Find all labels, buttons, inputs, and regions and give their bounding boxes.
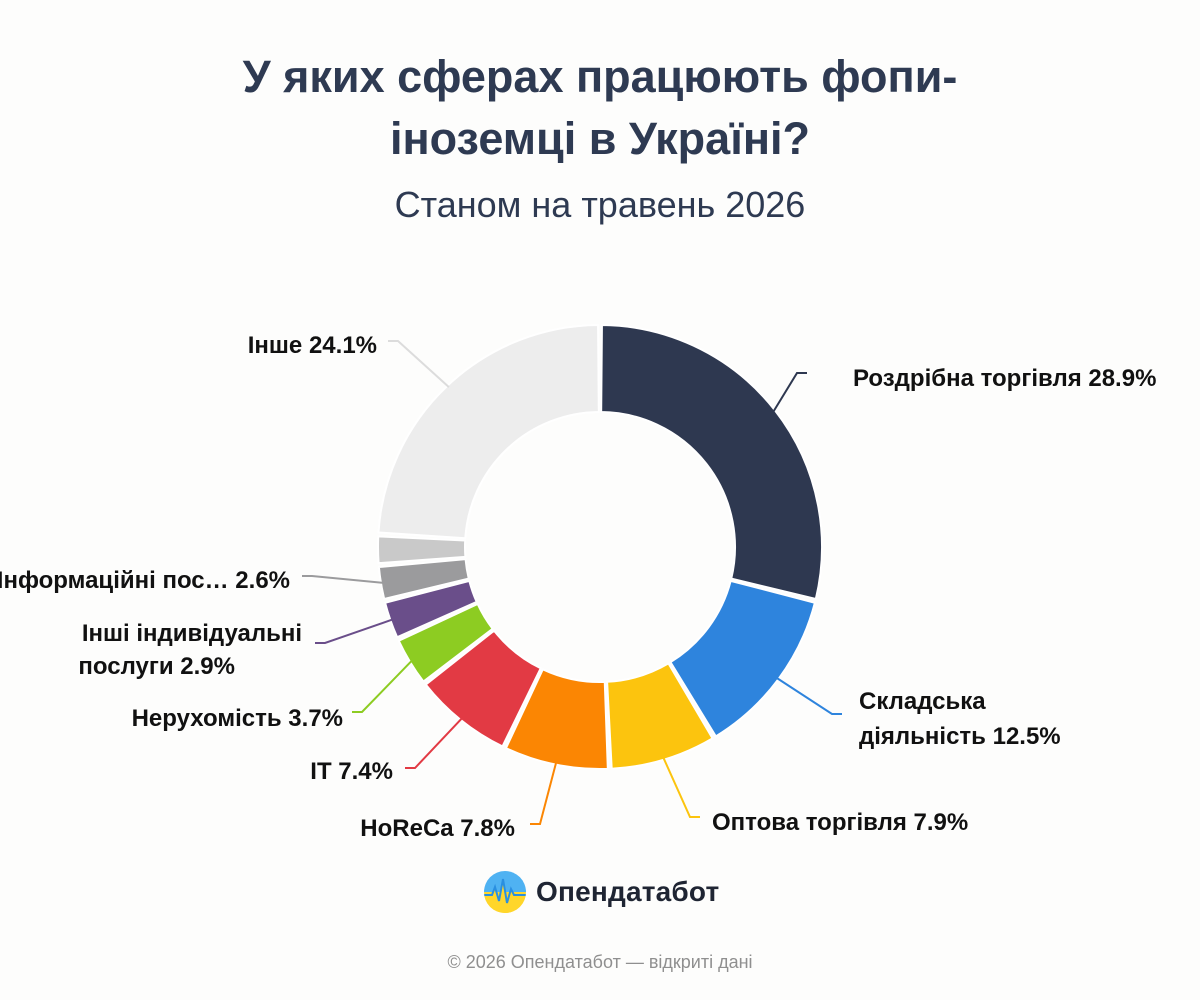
brand-logo: Опендатабот [482, 868, 719, 916]
donut-slices [377, 324, 823, 770]
chart-title-line-2: іноземці в Україні? [389, 113, 811, 164]
leader-line-2 [662, 757, 700, 818]
chart-title-line-1: У яких сферах працюють фопи- [242, 51, 958, 102]
brand-mark-icon [484, 871, 526, 913]
slice-label-0: Роздрібна торгівля 28.9% [853, 365, 1156, 392]
donut-slice-3 [504, 668, 609, 770]
slice-labels: Роздрібна торгівля 28.9% Складська діяльні… [0, 332, 1156, 842]
slice-label-7: Інформаційні пос… 2.6% [0, 567, 290, 594]
leader-lines [302, 340, 842, 825]
donut-slice-7 [377, 558, 470, 600]
donut-slice-2 [606, 662, 714, 770]
slice-label-9: Інше 24.1% [248, 332, 377, 359]
footer-copyright: © 2026 Опендатабот — відкриті дані [447, 952, 753, 972]
leader-line-4 [405, 717, 463, 769]
slice-label-1: Складська діяльність 12.5% [859, 688, 1061, 750]
donut-slice-8 [377, 535, 467, 565]
slice-label-3: HoReCa 7.8% [360, 815, 515, 842]
leader-line-9 [388, 340, 450, 388]
slice-label-2: Оптова торгівля 7.9% [712, 809, 968, 836]
donut-slice-9 [377, 324, 600, 540]
slice-label-5: Нерухомість 3.7% [132, 705, 343, 732]
leader-line-0 [772, 372, 807, 413]
slice-label-6: Інші індивідуальні послуги 2.9% [78, 620, 302, 680]
brand-name: Опендатабот [536, 876, 720, 907]
leader-line-1 [776, 677, 842, 715]
donut-slice-6 [384, 579, 478, 639]
chart-subtitle: Станом на травень 2026 [394, 184, 806, 225]
donut-slice-5 [397, 603, 494, 683]
donut-slice-4 [424, 629, 542, 748]
donut-slice-0 [600, 324, 823, 600]
slice-label-4: IT 7.4% [310, 758, 393, 785]
leader-line-5 [352, 660, 413, 713]
leader-line-7 [302, 575, 383, 584]
chart-title: У яких сферах працюють фопи- іноземці в … [0, 46, 1200, 170]
leader-line-3 [530, 762, 558, 825]
leader-line-6 [315, 618, 393, 644]
donut-slice-1 [669, 579, 816, 738]
